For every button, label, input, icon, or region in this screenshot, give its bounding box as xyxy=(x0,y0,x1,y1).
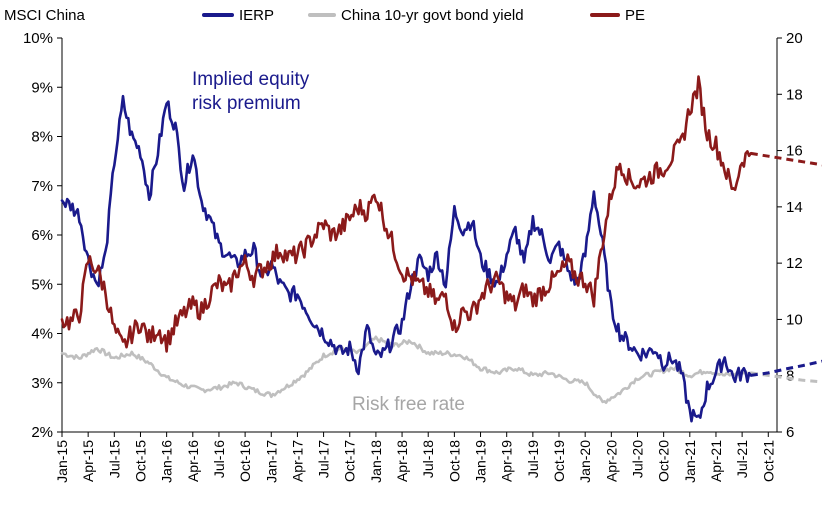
y-left-tick-label: 3% xyxy=(31,375,53,392)
x-tick-label: Jul-19 xyxy=(525,440,541,478)
annotation-risk-free-rate: Risk free rate xyxy=(352,394,465,415)
y-left-tick-label: 7% xyxy=(31,178,53,195)
x-axis: Jan-15 Apr-15 Jul-15 Oct-15 Jan-16 Apr-16 Jul-… xyxy=(54,432,776,483)
x-tick-label: Oct-18 xyxy=(446,440,462,482)
y-right-tick-label: 14 xyxy=(786,199,803,216)
x-tick-label: Apr-15 xyxy=(80,440,96,482)
x-tick-label: Oct-21 xyxy=(760,440,776,482)
x-tick-label: Jul-17 xyxy=(316,440,332,478)
x-tick-label: Apr-16 xyxy=(185,440,201,482)
x-tick-label: Jul-16 xyxy=(211,440,227,478)
x-tick-label: Jan-15 xyxy=(54,440,70,483)
y-right-tick-label: 6 xyxy=(786,424,794,441)
y-left-tick-label: 2% xyxy=(31,424,53,441)
x-tick-label: Apr-17 xyxy=(289,440,305,482)
x-tick-label: Jan-20 xyxy=(577,440,593,483)
y-left-tick-label: 8% xyxy=(31,129,53,146)
y-right-tick-label: 10 xyxy=(786,311,803,328)
series-line-ierp xyxy=(60,94,753,423)
x-tick-label: Apr-19 xyxy=(499,440,515,482)
x-tick-label: Jan-21 xyxy=(682,440,698,483)
x-tick-label: Oct-16 xyxy=(237,440,253,482)
y-left-tick-label: 6% xyxy=(31,227,53,244)
y-right-tick-label: 12 xyxy=(786,255,803,272)
legend: IERP China 10-yr govt bond yield PE xyxy=(202,7,645,24)
y-axis-left: 2% 3% 4% 5% 6% 7% 8% 9% 10% xyxy=(23,30,62,441)
x-tick-label: Apr-18 xyxy=(394,440,410,482)
legend-label-ierp: IERP xyxy=(239,7,274,24)
x-tick-label: Jul-20 xyxy=(629,440,645,478)
x-tick-label: Jan-18 xyxy=(368,440,384,483)
series-line-china-10-yr-govt-bond-yield-projection xyxy=(750,371,822,384)
x-tick-label: Jan-17 xyxy=(263,440,279,483)
x-tick-label: Jan-19 xyxy=(473,440,489,483)
x-tick-label: Jan-16 xyxy=(159,440,175,483)
y-left-tick-label: 5% xyxy=(31,276,53,293)
x-tick-label: Oct-17 xyxy=(342,440,358,482)
x-tick-label: Apr-20 xyxy=(603,440,619,482)
legend-label-pe: PE xyxy=(625,7,645,24)
y-axis-right: 6 8 10 12 14 16 18 20 xyxy=(777,30,803,441)
x-tick-label: Jul-18 xyxy=(420,440,436,478)
y-left-tick-label: 9% xyxy=(31,79,53,96)
x-tick-label: Jul-21 xyxy=(734,440,750,478)
y-right-tick-label: 20 xyxy=(786,30,803,47)
y-left-tick-label: 4% xyxy=(31,326,53,343)
y-right-tick-label: 18 xyxy=(786,86,803,103)
x-tick-label: Oct-15 xyxy=(132,440,148,482)
series-line-pe xyxy=(60,75,753,353)
series-line-pe-projection xyxy=(750,151,822,167)
chart-title: MSCI China xyxy=(4,7,86,24)
y-right-tick-label: 16 xyxy=(786,143,803,160)
plot-frame xyxy=(61,38,778,433)
x-tick-label: Jul-15 xyxy=(106,440,122,478)
series-line-china-10-yr-govt-bond-yield xyxy=(60,335,753,404)
series-layer xyxy=(60,75,822,423)
annotation-implied-equity: Implied equity xyxy=(192,69,310,90)
x-tick-label: Oct-20 xyxy=(656,440,672,482)
y-right-tick-label: 8 xyxy=(786,368,794,385)
x-tick-label: Oct-19 xyxy=(551,440,567,482)
x-tick-label: Apr-21 xyxy=(708,440,724,482)
series-line-ierp-projection xyxy=(750,359,822,377)
legend-label-bond-yield: China 10-yr govt bond yield xyxy=(341,7,524,24)
y-left-tick-label: 10% xyxy=(23,30,53,47)
annotation-risk-premium: risk premium xyxy=(192,93,301,114)
